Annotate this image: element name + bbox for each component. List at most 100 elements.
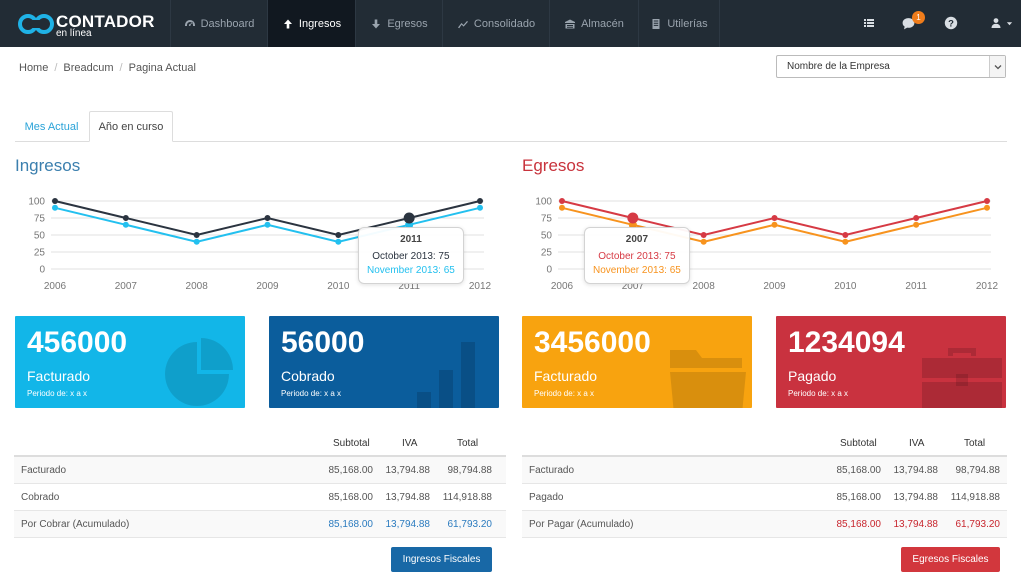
tools-icon <box>652 18 660 29</box>
pie-chart-icon <box>165 338 233 406</box>
data-point <box>403 212 415 224</box>
tooltip-title: 2007 <box>625 234 649 245</box>
data-point <box>52 198 58 204</box>
tooltip-line-1: October 2013: 75 <box>598 251 676 262</box>
y-tick-label: 100 <box>535 197 552 208</box>
nav-utilerias[interactable]: Utilerías <box>638 0 720 47</box>
table-row: Por Pagar (Acumulado) 85,168.00 13,794.8… <box>522 511 1007 538</box>
cell-total: 61,793.20 <box>447 519 493 530</box>
row-label: Facturado <box>21 465 67 476</box>
x-tick-label: 2010 <box>834 281 857 292</box>
tile-value: 456000 <box>27 326 128 359</box>
data-point <box>771 221 778 228</box>
data-point <box>842 238 849 245</box>
y-tick-label: 100 <box>28 197 45 208</box>
column-header: IVA <box>402 438 418 449</box>
warehouse-icon <box>565 19 576 28</box>
tile-period: Periodo de: x a x <box>788 389 849 398</box>
y-tick-label: 25 <box>34 248 46 259</box>
brand-title: CONTADOR <box>56 12 155 31</box>
user-menu[interactable] <box>986 14 1016 32</box>
tile-ingresos-cobrado[interactable]: 56000 Cobrado Periodo de: x a x <box>269 316 499 408</box>
table-row: Pagado 85,168.00 13,794.88 114,918.88 <box>522 484 1007 511</box>
data-point <box>264 221 271 228</box>
x-tick-label: 2012 <box>976 281 999 292</box>
list-icon[interactable] <box>860 14 878 32</box>
nav-consolidado[interactable]: Consolidado <box>442 0 549 47</box>
user-icon <box>991 18 1000 28</box>
tile-label: Facturado <box>534 368 598 384</box>
breadcrumb: Home / Breadcum / Pagina Actual <box>19 62 196 74</box>
tile-ingresos-facturado[interactable]: 456000 Facturado Periodo de: x a x <box>15 316 245 408</box>
chat-icon[interactable] <box>899 14 917 32</box>
nav-ingresos-label: Ingresos <box>298 17 342 30</box>
ingresos-fiscales-button[interactable]: Ingresos Fiscales <box>391 547 492 572</box>
tile-value: 56000 <box>281 326 365 359</box>
tile-egresos-facturado[interactable]: 3456000 Facturado Periodo de: x a x <box>522 316 752 408</box>
ingresos-chart-tooltip: 2011 October 2013: 75 November 2013: 65 <box>358 227 464 284</box>
breadcrumb-middle[interactable]: Breadcum <box>63 62 114 74</box>
row-label: Facturado <box>529 465 575 476</box>
x-tick-label: 2007 <box>115 281 138 292</box>
nav-egresos-label: Egresos <box>387 17 428 30</box>
cell-total: 114,918.88 <box>442 492 492 503</box>
table-header: Subtotal IVA Total <box>14 433 506 457</box>
row-label: Pagado <box>529 492 564 503</box>
tile-label: Cobrado <box>281 368 335 384</box>
notification-badge: 1 <box>912 11 925 24</box>
data-point <box>984 204 990 211</box>
cell-total: 114,918.88 <box>950 492 1000 503</box>
gauge-icon <box>184 19 195 26</box>
row-label: Por Pagar (Acumulado) <box>529 519 634 530</box>
egresos-line-chart[interactable]: 0 25 50 75 100 2006 2007 2008 2009 2010 2011 2012 <box>522 190 1012 296</box>
cell-iva: 13,794.88 <box>385 492 431 503</box>
cell-iva: 13,794.88 <box>893 465 939 476</box>
cell-total: 61,793.20 <box>955 519 1001 530</box>
data-point <box>700 238 707 245</box>
brand-logo[interactable]: CONTADOR en línea <box>18 9 168 39</box>
tab-mes-actual[interactable]: Mes Actual <box>24 120 79 133</box>
data-point <box>264 215 271 221</box>
cell-iva: 13,794.88 <box>385 465 431 476</box>
company-select[interactable]: Nombre de la Empresa <box>776 55 1006 78</box>
tile-period: Periodo de: x a x <box>534 389 595 398</box>
nav-egresos[interactable]: Egresos <box>355 0 442 47</box>
cell-subtotal: 85,168.00 <box>836 519 882 530</box>
data-point <box>842 232 849 238</box>
x-tick-label: 2012 <box>469 281 492 292</box>
column-header: Total <box>457 438 479 449</box>
cell-subtotal: 85,168.00 <box>328 492 374 503</box>
breadcrumb-home[interactable]: Home <box>19 62 49 74</box>
tab-ano-en-curso[interactable]: Año en curso <box>89 111 173 142</box>
column-header: Subtotal <box>840 438 877 449</box>
data-point <box>52 204 58 211</box>
data-point <box>193 238 200 245</box>
tile-egresos-pagado[interactable]: 1234094 Pagado Periodo de: x a x <box>776 316 1006 408</box>
top-navbar: CONTADOR en línea Dashboard Ingresos Egr… <box>0 0 1021 47</box>
data-point <box>477 198 483 204</box>
table-row: Facturado 85,168.00 13,794.88 98,794.88 <box>522 457 1007 484</box>
nav-almacen[interactable]: Almacén <box>549 0 638 47</box>
data-point <box>193 232 200 238</box>
arrow-up-icon <box>283 19 292 28</box>
cell-subtotal: 85,168.00 <box>836 465 882 476</box>
tile-value: 3456000 <box>534 326 651 359</box>
cell-subtotal: 85,168.00 <box>328 519 374 530</box>
data-point <box>627 212 639 224</box>
egresos-summary-table: Subtotal IVA Total Facturado 85,168.00 1… <box>522 433 1007 538</box>
nav-ingresos[interactable]: Ingresos <box>267 0 355 47</box>
arrow-down-icon <box>372 19 381 28</box>
data-point <box>122 221 129 228</box>
breadcrumb-current: Pagina Actual <box>128 62 196 74</box>
column-header: IVA <box>909 438 925 449</box>
row-label: Por Cobrar (Acumulado) <box>21 519 130 530</box>
logo-icon <box>18 14 54 34</box>
nav-dashboard[interactable]: Dashboard <box>170 0 267 47</box>
row-label: Cobrado <box>21 492 60 503</box>
chevron-down-icon <box>989 56 1005 77</box>
x-tick-label: 2006 <box>44 281 67 292</box>
egresos-chart-tooltip: 2007 October 2013: 75 November 2013: 65 <box>584 227 690 284</box>
x-tick-label: 2011 <box>398 281 420 292</box>
egresos-fiscales-button[interactable]: Egresos Fiscales <box>901 547 1000 572</box>
help-icon[interactable]: ? <box>942 14 960 32</box>
